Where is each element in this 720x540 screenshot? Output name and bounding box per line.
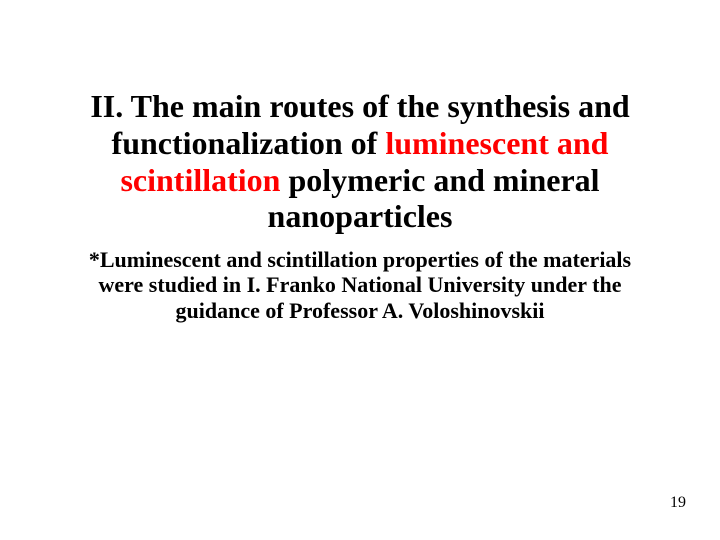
page-number: 19: [670, 494, 686, 512]
slide: II. The main routes of the synthesis and…: [0, 0, 720, 540]
slide-title: II. The main routes of the synthesis and…: [60, 88, 660, 235]
title-suffix: polymeric and mineral nanoparticles: [268, 162, 600, 235]
slide-subtitle: *Luminescent and scintillation propertie…: [60, 247, 660, 323]
